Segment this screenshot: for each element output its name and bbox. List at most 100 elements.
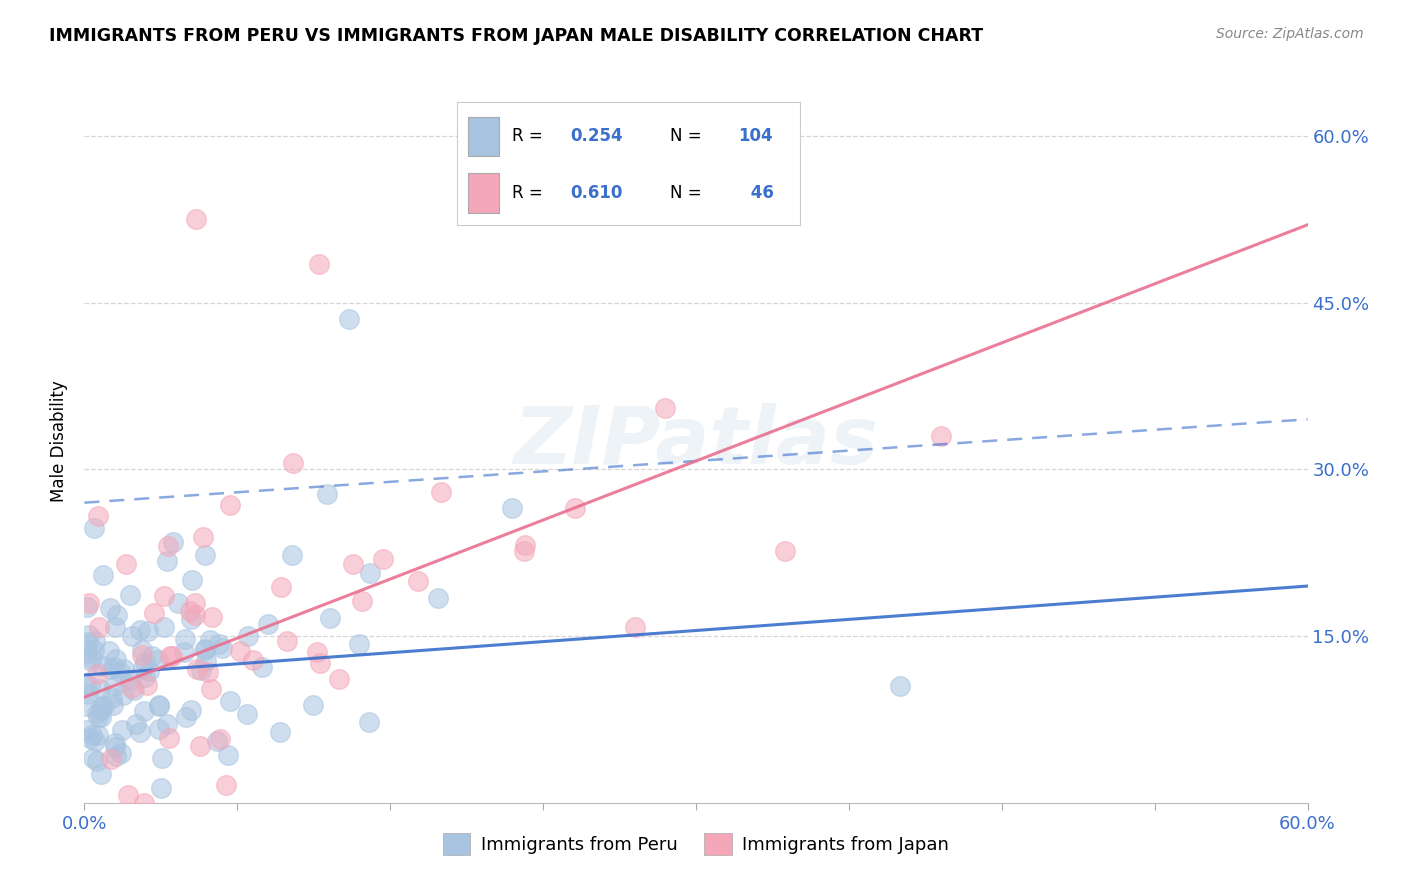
Point [103, 659, 125, 673]
Point [80, 728, 103, 742]
Point [515, 538, 537, 552]
Point [193, 530, 215, 544]
Point [148, 698, 170, 713]
Point [156, 716, 179, 731]
Point [179, 604, 201, 618]
Point [430, 484, 453, 499]
Point [269, 725, 291, 739]
Point [150, 751, 173, 765]
Point [93, 698, 115, 713]
Point [84, 634, 107, 648]
Point [101, 698, 124, 712]
Point [502, 501, 524, 516]
Point [128, 623, 150, 637]
Point [929, 429, 952, 443]
Point [347, 637, 370, 651]
Point [156, 539, 179, 553]
Point [103, 679, 125, 693]
Point [406, 574, 429, 588]
Point [307, 645, 329, 659]
Point [513, 544, 536, 558]
Point [82, 751, 104, 765]
Point [773, 543, 796, 558]
Point [90, 703, 112, 717]
Point [148, 698, 170, 713]
Text: IMMIGRANTS FROM PERU VS IMMIGRANTS FROM JAPAN MALE DISABILITY CORRELATION CHART: IMMIGRANTS FROM PERU VS IMMIGRANTS FROM … [49, 27, 983, 45]
Point [75, 677, 97, 691]
Point [342, 557, 364, 571]
Point [270, 580, 292, 594]
Point [100, 662, 122, 676]
Point [122, 682, 145, 697]
Point [359, 566, 381, 580]
Point [77, 634, 100, 648]
Point [242, 653, 264, 667]
Point [205, 733, 228, 747]
Point [136, 624, 159, 638]
Point [328, 673, 350, 687]
Point [89, 681, 111, 696]
Point [104, 740, 127, 755]
Point [889, 679, 911, 693]
Point [319, 610, 342, 624]
Point [209, 731, 232, 746]
Legend: Immigrants from Peru, Immigrants from Japan: Immigrants from Peru, Immigrants from Ja… [436, 826, 956, 863]
Point [153, 620, 176, 634]
Point [159, 649, 181, 664]
Point [87, 620, 110, 634]
Point [302, 698, 325, 712]
Point [90, 709, 112, 723]
Point [198, 633, 221, 648]
Point [162, 648, 184, 663]
Text: Source: ZipAtlas.com: Source: ZipAtlas.com [1216, 27, 1364, 41]
Point [276, 633, 298, 648]
Y-axis label: Male Disability: Male Disability [51, 381, 69, 502]
Point [141, 649, 163, 664]
Point [75, 698, 97, 713]
Point [215, 778, 238, 792]
Point [138, 664, 160, 678]
Point [86, 667, 108, 681]
Point [359, 715, 381, 730]
Point [121, 629, 143, 643]
Point [87, 508, 110, 523]
Point [76, 646, 98, 660]
Point [134, 704, 156, 718]
Point [121, 681, 143, 695]
Point [190, 664, 212, 678]
Point [86, 754, 108, 768]
Point [120, 673, 142, 688]
Point [101, 691, 124, 706]
Point [654, 401, 676, 416]
Point [142, 606, 165, 620]
Point [174, 710, 197, 724]
Point [77, 596, 100, 610]
Point [235, 706, 257, 721]
Point [105, 607, 128, 622]
Point [110, 723, 132, 737]
Point [252, 660, 274, 674]
Point [134, 655, 156, 669]
Point [188, 739, 211, 753]
Point [426, 591, 449, 606]
Point [79, 731, 101, 745]
Point [97, 643, 120, 657]
Point [83, 642, 105, 657]
Point [111, 689, 134, 703]
Point [186, 212, 208, 227]
Point [104, 620, 127, 634]
Point [83, 521, 105, 535]
Point [229, 644, 252, 658]
Point [238, 629, 260, 643]
Point [194, 548, 217, 562]
Point [564, 500, 586, 515]
Point [180, 612, 202, 626]
Point [149, 780, 172, 795]
Point [115, 557, 138, 571]
Point [156, 554, 179, 568]
Point [194, 643, 217, 657]
Point [309, 657, 332, 671]
Point [87, 710, 110, 724]
Point [193, 641, 215, 656]
Point [134, 670, 156, 684]
